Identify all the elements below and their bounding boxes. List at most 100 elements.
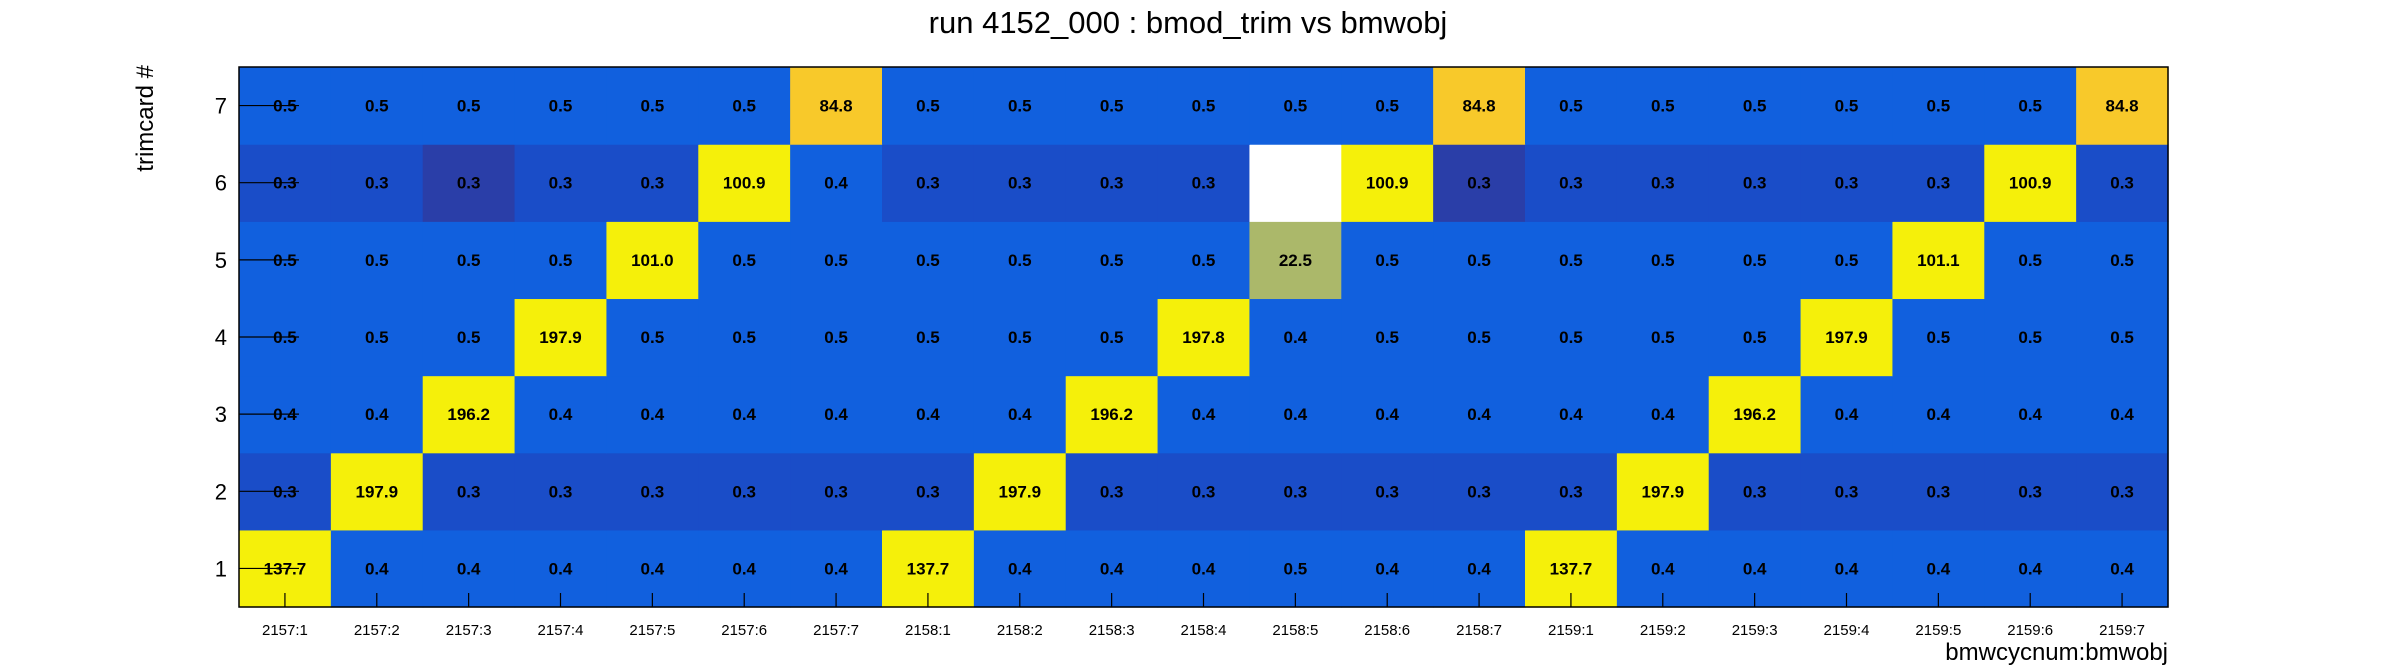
cell-value-label: 197.9 (539, 328, 582, 347)
chart-title: run 4152_000 : bmod_trim vs bmwobj (929, 5, 1448, 40)
x-tick-label: 2159:1 (1548, 622, 1594, 639)
heatmap-cell (2076, 375, 2169, 454)
cell-value-label: 0.5 (457, 328, 481, 347)
heatmap-cell (606, 67, 699, 145)
heatmap-cell (790, 144, 883, 222)
cell-value-label: 0.4 (1375, 559, 1399, 578)
cell-value-label: 0.4 (732, 405, 756, 424)
heatmap-cell (606, 298, 699, 377)
cell-value-label: 84.8 (2106, 97, 2139, 116)
cell-value-label: 0.5 (2018, 328, 2042, 347)
cell-value-label: 0.5 (457, 251, 481, 270)
cell-value-label: 0.5 (1375, 251, 1399, 270)
heatmap-cell (1341, 452, 1434, 531)
cell-value-label: 197.9 (356, 482, 399, 501)
cell-value-label: 0.5 (1375, 97, 1399, 116)
heatmap-cell (1433, 144, 1526, 222)
heatmap-cell (422, 144, 516, 222)
cell-value-label: 0.5 (1651, 328, 1675, 347)
cell-value-label: 0.3 (1284, 482, 1308, 501)
x-tick-label: 2158:2 (997, 622, 1043, 639)
heatmap-cell (1341, 144, 1434, 222)
heatmap-cell (330, 67, 424, 145)
heatmap-cell (2076, 298, 2169, 377)
x-tick-label: 2157:1 (262, 622, 308, 639)
cell-value-label: 0.3 (916, 174, 940, 193)
heatmap-cell (1433, 375, 1526, 454)
cell-value-label: 0.3 (1927, 174, 1951, 193)
heatmap-cell (422, 375, 516, 454)
cell-value-label: 0.3 (1192, 482, 1216, 501)
cell-value-label: 0.3 (1835, 482, 1859, 501)
cell-value-label: 22.5 (1279, 251, 1312, 270)
x-tick-label: 2158:5 (1272, 622, 1318, 639)
cell-value-label: 197.9 (999, 482, 1042, 501)
heatmap-cell (1800, 221, 1894, 300)
heatmap-cell (330, 375, 424, 454)
cell-value-label: 196.2 (1090, 405, 1133, 424)
x-tick-label: 2159:6 (2007, 622, 2053, 639)
heatmap-cell (698, 298, 791, 377)
cell-value-label: 0.4 (1284, 405, 1308, 424)
heatmap-cell (1341, 375, 1434, 454)
heatmap-cell (1157, 67, 1251, 145)
cell-value-label: 0.5 (457, 97, 481, 116)
cell-value-label: 0.3 (1467, 174, 1491, 193)
cell-value-label: 0.4 (641, 559, 665, 578)
heatmap-cell (973, 144, 1067, 222)
cell-value-label: 0.4 (1284, 328, 1308, 347)
cell-value-label: 0.4 (1008, 405, 1032, 424)
heatmap-cell (1708, 452, 1802, 531)
heatmap-cell (882, 452, 975, 531)
heatmap-cell (606, 221, 699, 300)
cell-value-label: 0.5 (1100, 251, 1124, 270)
heatmap-cell (1065, 452, 1159, 531)
cell-value-label: 0.3 (1100, 482, 1124, 501)
cell-value-label: 0.5 (1927, 97, 1951, 116)
heatmap-cell (1249, 67, 1342, 145)
heatmap-cell (2076, 144, 2169, 222)
cell-value-label: 0.4 (1100, 559, 1124, 578)
cell-value-label: 0.3 (1375, 482, 1399, 501)
heatmap-cell (1616, 67, 1710, 145)
heatmap-cell (1157, 298, 1251, 377)
cell-value-label: 0.3 (2110, 482, 2134, 501)
cell-value-label: 197.9 (1642, 482, 1685, 501)
x-tick-label: 2157:5 (629, 622, 675, 639)
heatmap-cell (1433, 221, 1526, 300)
cell-value-label: 0.5 (1284, 97, 1308, 116)
cell-value-label: 0.5 (2018, 97, 2042, 116)
cell-value-label: 100.9 (1366, 174, 1409, 193)
cell-value-label: 0.5 (641, 97, 665, 116)
heatmap-cell (2076, 67, 2169, 145)
heatmap-cell (1800, 452, 1894, 531)
cell-value-label: 0.4 (1192, 405, 1216, 424)
heatmap-cell (1708, 221, 1802, 300)
cell-value-label: 0.4 (1467, 405, 1491, 424)
heatmap-cell (1708, 298, 1802, 377)
heatmap-cell (882, 144, 975, 222)
heatmap-cell (1800, 144, 1894, 222)
cell-value-label: 0.5 (1743, 328, 1767, 347)
cell-value-label: 0.4 (549, 405, 573, 424)
heatmap-cell (606, 144, 699, 222)
y-tick-label: 4 (215, 325, 227, 350)
heatmap-cell (422, 221, 516, 300)
cell-value-label: 0.3 (1651, 174, 1675, 193)
heatmap-cell (1984, 221, 2077, 300)
y-tick-label: 7 (215, 94, 227, 119)
cell-value-label: 0.5 (549, 251, 573, 270)
heatmap-cell (973, 375, 1067, 454)
cell-value-label: 0.3 (2110, 174, 2134, 193)
heatmap-cell (422, 298, 516, 377)
heatmap-cell (1525, 298, 1618, 377)
x-tick-label: 2158:1 (905, 622, 951, 639)
heatmap-cell (882, 298, 975, 377)
cell-value-label: 0.3 (1835, 174, 1859, 193)
heatmap-cell (514, 221, 608, 300)
heatmap-cell (1892, 67, 1985, 145)
heatmap-cell (1984, 375, 2077, 454)
cell-value-label: 0.4 (732, 559, 756, 578)
cell-value-label: 0.5 (365, 97, 389, 116)
cell-value-label: 0.5 (1100, 97, 1124, 116)
